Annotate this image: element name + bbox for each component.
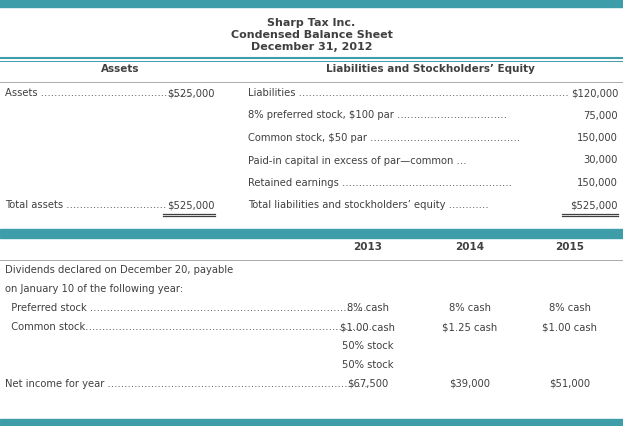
- Text: $525,000: $525,000: [168, 201, 215, 210]
- Text: 50% stock: 50% stock: [342, 341, 394, 351]
- Text: Net income for year ……………………………………………………………………: Net income for year ………………………………………………………: [5, 379, 368, 389]
- Text: 150,000: 150,000: [577, 178, 618, 188]
- Text: 75,000: 75,000: [583, 110, 618, 121]
- Text: Assets: Assets: [101, 64, 140, 74]
- Text: $1.00 cash: $1.00 cash: [341, 322, 396, 332]
- Text: 8% cash: 8% cash: [347, 303, 389, 313]
- Text: Retained earnings ……………………………………………: Retained earnings ……………………………………………: [248, 178, 512, 188]
- Text: Assets ………………………………………: Assets ………………………………………: [5, 88, 191, 98]
- Text: 2014: 2014: [455, 242, 485, 252]
- Text: 2013: 2013: [353, 242, 383, 252]
- Text: $51,000: $51,000: [549, 379, 591, 389]
- Text: $67,500: $67,500: [348, 379, 389, 389]
- Text: Dividends declared on December 20, payable: Dividends declared on December 20, payab…: [5, 265, 233, 275]
- Text: Condensed Balance Sheet: Condensed Balance Sheet: [231, 30, 392, 40]
- Bar: [0, 419, 623, 426]
- Text: 8% cash: 8% cash: [549, 303, 591, 313]
- Text: Liabilities ………………………………………………………………………: Liabilities ………………………………………………………………………: [248, 88, 569, 98]
- Text: Paid-in capital in excess of par—common …: Paid-in capital in excess of par—common …: [248, 155, 467, 165]
- Bar: [0, 0, 623, 7]
- Text: Liabilities and Stockholders’ Equity: Liabilities and Stockholders’ Equity: [326, 64, 535, 74]
- Text: 8% cash: 8% cash: [449, 303, 491, 313]
- Text: 8% preferred stock, $100 par ……………………………: 8% preferred stock, $100 par ……………………………: [248, 110, 507, 121]
- Text: Common stock, $50 par ………………………………………: Common stock, $50 par ………………………………………: [248, 133, 520, 143]
- Text: $525,000: $525,000: [168, 88, 215, 98]
- Text: $120,000: $120,000: [571, 88, 618, 98]
- Text: $1.00 cash: $1.00 cash: [543, 322, 597, 332]
- Text: $39,000: $39,000: [450, 379, 490, 389]
- Text: Total liabilities and stockholders’ equity …………: Total liabilities and stockholders’ equi…: [248, 201, 488, 210]
- Text: 50% stock: 50% stock: [342, 360, 394, 370]
- Bar: [0, 236, 623, 238]
- Text: December 31, 2012: December 31, 2012: [250, 42, 373, 52]
- Text: 30,000: 30,000: [584, 155, 618, 165]
- Text: 2015: 2015: [556, 242, 584, 252]
- Text: $525,000: $525,000: [571, 201, 618, 210]
- Text: on January 10 of the following year:: on January 10 of the following year:: [5, 284, 183, 294]
- Text: $1.25 cash: $1.25 cash: [442, 322, 498, 332]
- Text: 150,000: 150,000: [577, 133, 618, 143]
- Text: Sharp Tax Inc.: Sharp Tax Inc.: [267, 18, 356, 28]
- Text: Total assets …………………………: Total assets …………………………: [5, 201, 166, 210]
- Text: Common stock……………………………………………………………………………: Common stock……………………………………………………………………………: [5, 322, 375, 332]
- Bar: [0, 229, 623, 234]
- Text: Preferred stock …………………………………………………………………………: Preferred stock …………………………………………………………………: [5, 303, 370, 313]
